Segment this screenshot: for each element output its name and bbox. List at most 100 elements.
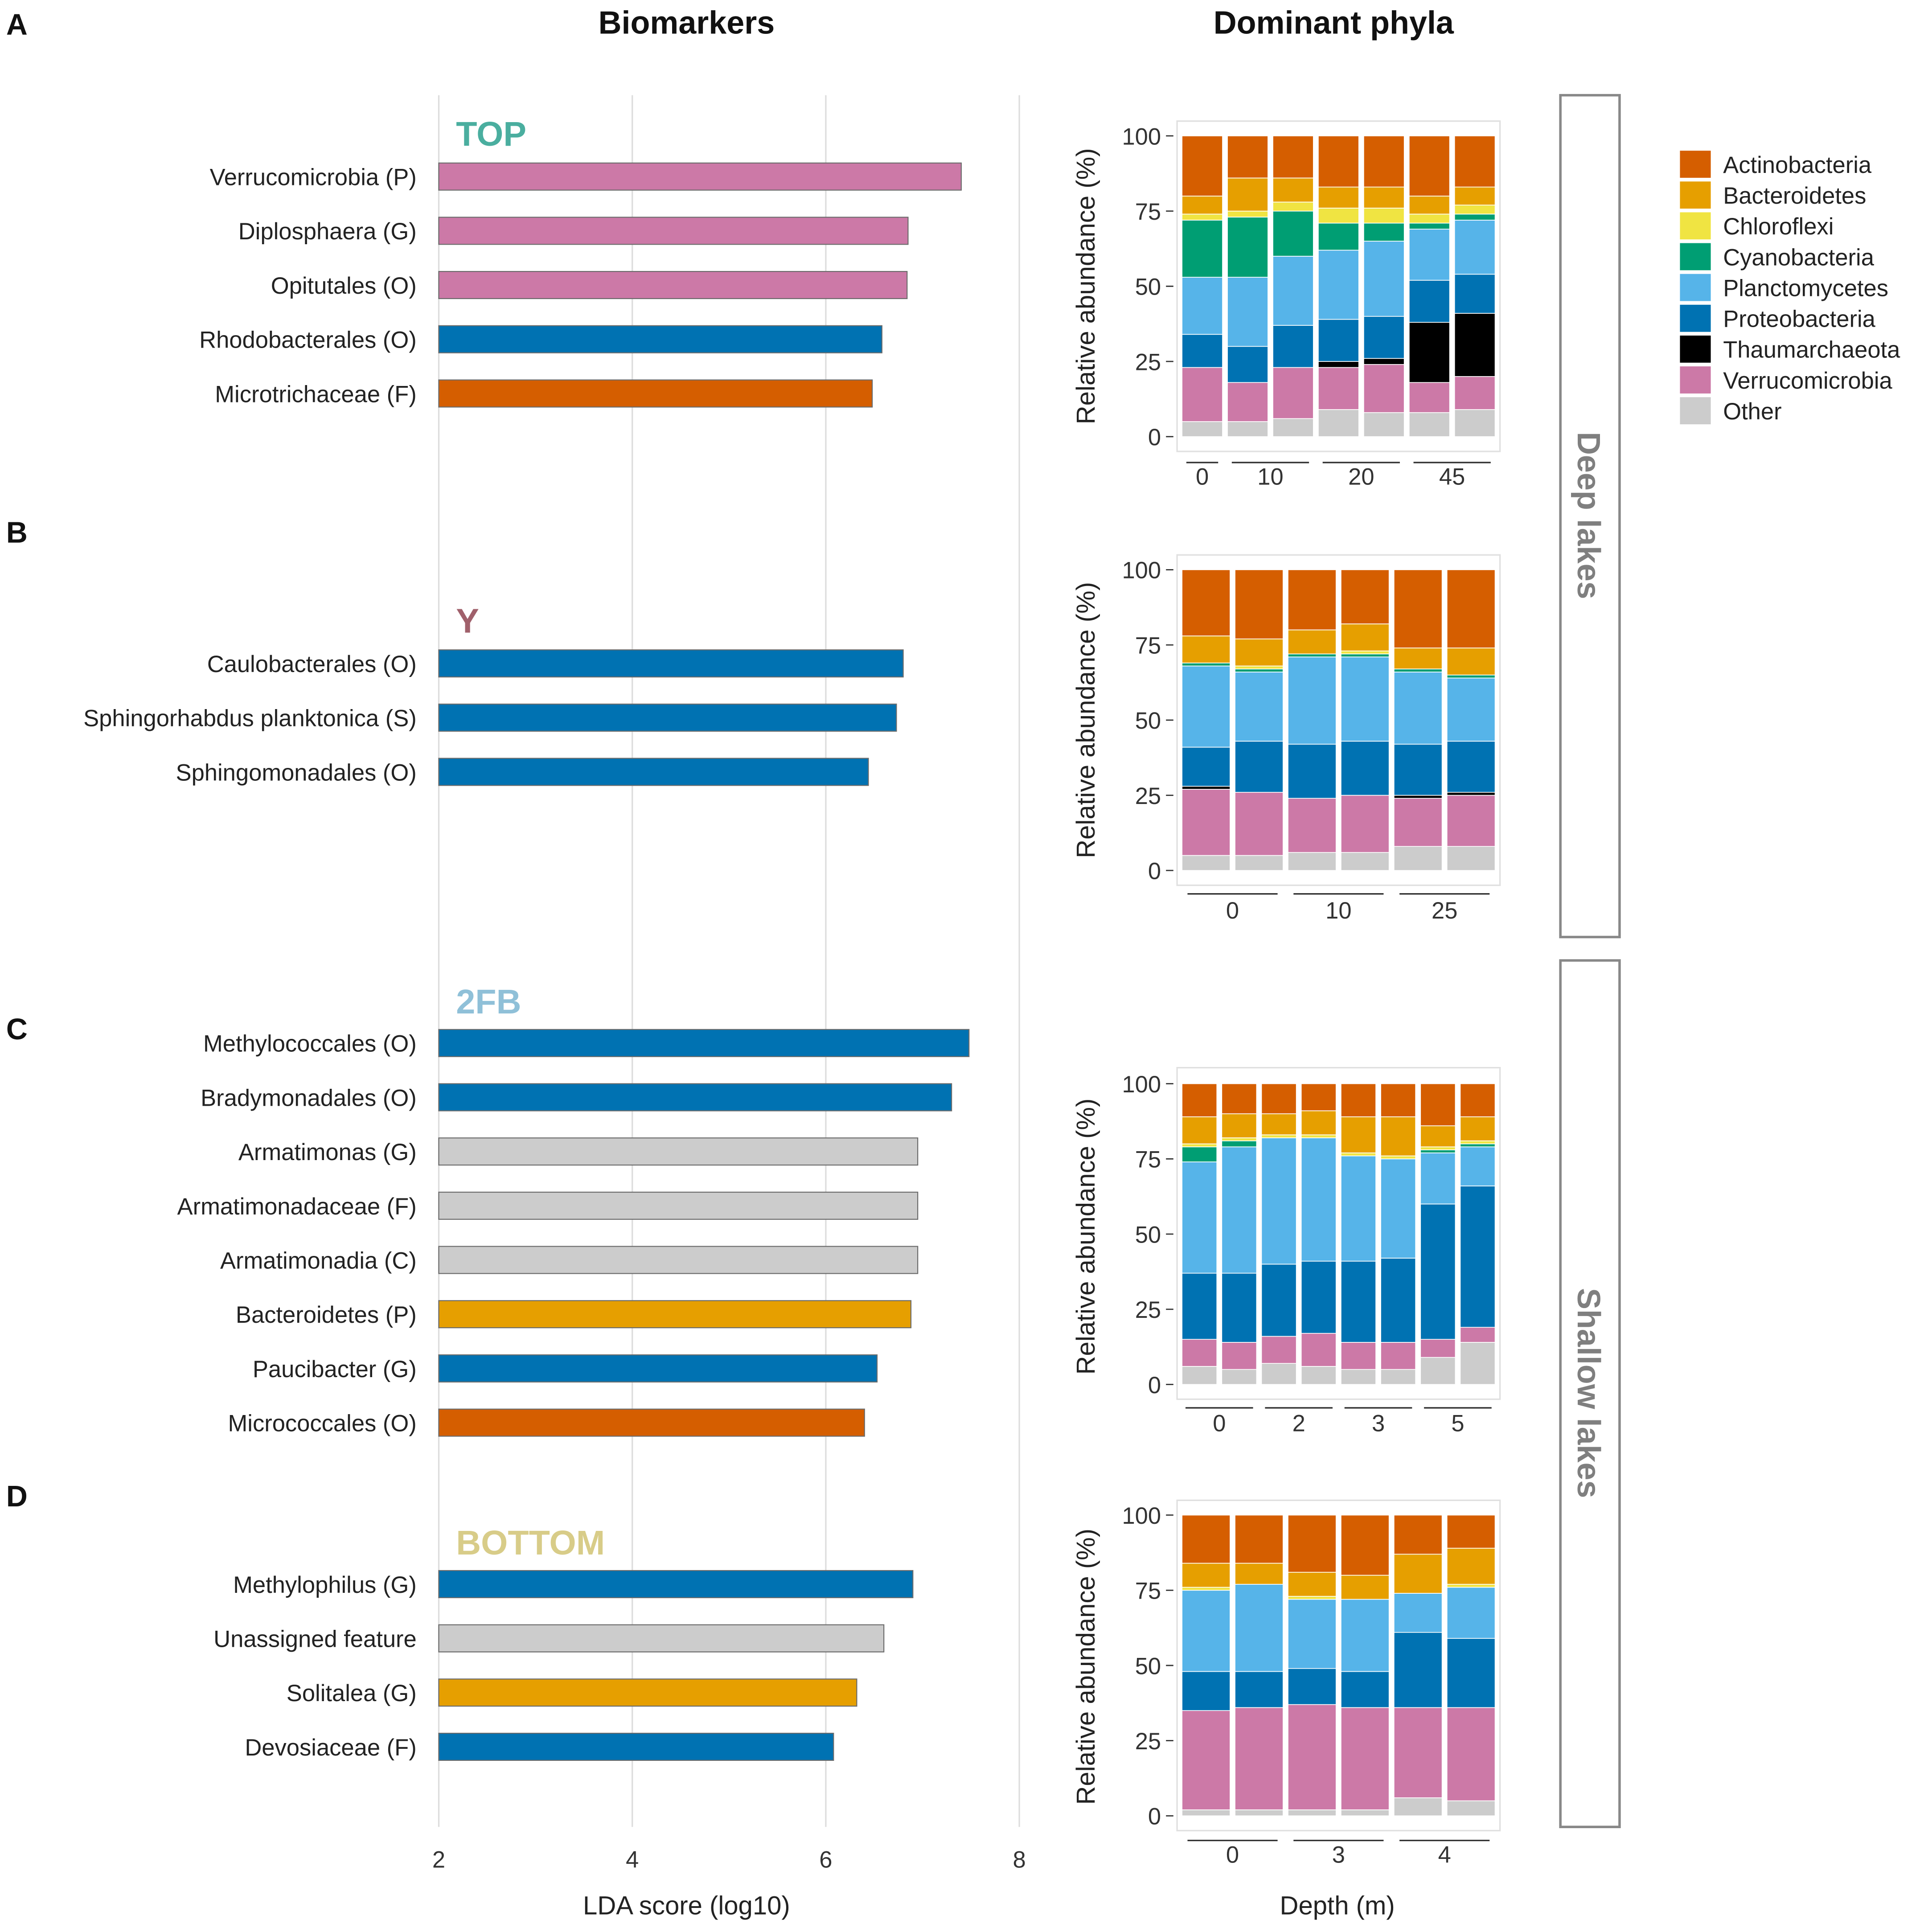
stacked-segment-bacteroidetes (1460, 1116, 1496, 1141)
stacked-segment-planctomycetes (1393, 1593, 1443, 1633)
depth-tick-label: 4 (1438, 1842, 1451, 1868)
stacked-segment-other (1288, 1809, 1337, 1817)
stacked-segment-verrucomicrobia (1318, 367, 1359, 410)
depth-tick-label: 10 (1257, 464, 1283, 490)
stacked-segment-planctomycetes (1235, 1583, 1284, 1672)
legend-label-other: Other (1723, 398, 1781, 425)
stacked-segment-planctomycetes (1446, 677, 1496, 742)
stacked-segment-actinobacteria (1420, 1083, 1456, 1126)
stacked-segment-bacteroidetes (1235, 638, 1284, 667)
phyla-y-tick-label: 50 (1135, 1222, 1161, 1248)
stacked-segment-actinobacteria (1408, 135, 1450, 197)
stacked-segment-planctomycetes (1318, 250, 1359, 320)
stacked-segment-verrucomicrobia (1288, 798, 1337, 853)
stacked-segment-verrucomicrobia (1393, 1707, 1443, 1798)
lda-x-tick-label: 4 (626, 1846, 639, 1873)
stacked-segment-other (1341, 852, 1390, 871)
biomarkers-heading: Biomarkers (599, 5, 775, 41)
lda-bar-label: Sphingorhabdus planktonica (S) (83, 706, 417, 732)
lda-bar (438, 649, 904, 678)
stacked-segment-verrucomicrobia (1408, 382, 1450, 413)
stacked-segment-cyanobacteria (1341, 653, 1390, 657)
phyla-y-tick-label: 0 (1148, 1372, 1161, 1399)
stacked-segment-other (1341, 1369, 1376, 1385)
lda-bar-label: Devosiaceae (F) (245, 1735, 416, 1761)
stacked-segment-bacteroidetes (1181, 1116, 1218, 1144)
lda-bar (438, 1246, 919, 1274)
stacked-segment-planctomycetes (1181, 1590, 1231, 1672)
stacked-segment-verrucomicrobia (1393, 798, 1443, 847)
stacked-segment-bacteroidetes (1454, 186, 1496, 205)
stacked-segment-planctomycetes (1460, 1146, 1496, 1186)
stacked-segment-actinobacteria (1446, 1514, 1496, 1549)
stacked-segment-actinobacteria (1235, 1514, 1284, 1564)
phyla-panel-c: 0 25 50 75 100 Relative abundance (%) 0 2 3 5 (1071, 1066, 1501, 1436)
stacked-segment-bacteroidetes (1446, 647, 1496, 676)
lda-x-tick-label: 8 (1013, 1846, 1026, 1873)
stacked-segment-cyanobacteria (1221, 1140, 1257, 1148)
stacked-segment-proteobacteria (1181, 1671, 1231, 1711)
stacked-segment-bacteroidetes (1341, 623, 1390, 652)
stacked-segment-cyanobacteria (1420, 1149, 1456, 1153)
stacked-segment-chloroflexi (1227, 210, 1268, 217)
deep-lakes-strip: Deep lakes (1559, 94, 1621, 939)
stacked-segment-verrucomicrobia (1454, 376, 1496, 410)
phyla-panel-a: 0 25 50 75 100 Relative abundance (%) 0 10 20 45 (1071, 120, 1501, 490)
stacked-segment-proteobacteria (1408, 279, 1450, 323)
stacked-segment-planctomycetes (1181, 665, 1231, 748)
legend-swatch-thaumarchaeota (1680, 335, 1711, 363)
lda-bar (438, 1624, 885, 1653)
lda-bar (438, 271, 908, 299)
stacked-segment-chloroflexi (1380, 1155, 1416, 1160)
stacked-segment-cyanobacteria (1318, 222, 1359, 251)
stacked-segment-planctomycetes (1227, 277, 1268, 347)
lda-bar-label: Opitutales (O) (271, 273, 417, 299)
stacked-segment-other (1420, 1357, 1456, 1385)
legend-swatch-actinobacteria (1680, 151, 1711, 178)
stacked-segment-actinobacteria (1181, 135, 1223, 197)
stacked-segment-verrucomicrobia (1181, 1339, 1218, 1367)
lda-group-label: Y (456, 602, 479, 640)
stacked-segment-verrucomicrobia (1446, 1707, 1496, 1801)
stacked-segment-actinobacteria (1235, 569, 1284, 640)
stacked-segment-other (1261, 1363, 1297, 1385)
stacked-segment-chloroflexi (1318, 208, 1359, 224)
depth-axis-title: Depth (m) (1280, 1891, 1395, 1920)
stacked-segment-proteobacteria (1181, 1272, 1218, 1340)
stacked-segment-chloroflexi (1341, 1152, 1376, 1157)
depth-tick-label: 3 (1332, 1842, 1345, 1868)
legend-swatch-other (1680, 397, 1711, 425)
stacked-segment-bacteroidetes (1272, 177, 1314, 203)
shallow-lakes-strip-label: Shallow lakes (1571, 1288, 1606, 1498)
stacked-segment-proteobacteria (1420, 1203, 1456, 1340)
stacked-segment-proteobacteria (1393, 743, 1443, 796)
stacked-segment-actinobacteria (1363, 135, 1405, 188)
panel-label-d: D (6, 1480, 28, 1513)
stacked-segment-planctomycetes (1272, 255, 1314, 326)
stacked-segment-verrucomicrobia (1181, 789, 1231, 856)
lda-bar-label: Diplosphaera (G) (238, 218, 417, 245)
stacked-segment-verrucomicrobia (1341, 1707, 1390, 1810)
stacked-segment-other (1235, 855, 1284, 871)
legend-swatch-cyanobacteria (1680, 243, 1711, 271)
phyla-y-tick-label: 0 (1148, 1804, 1161, 1830)
lda-bar (438, 703, 897, 732)
depth-tick-label: 25 (1432, 898, 1457, 924)
lda-bar-label: Bradymonadales (O) (201, 1085, 417, 1111)
panel-label-c: C (6, 1013, 28, 1046)
phyla-y-tick-label: 75 (1135, 1578, 1161, 1604)
stacked-segment-planctomycetes (1235, 671, 1284, 742)
depth-tick-label: 0 (1226, 898, 1239, 924)
stacked-segment-cyanobacteria (1446, 674, 1496, 679)
stacked-segment-verrucomicrobia (1380, 1342, 1416, 1370)
stacked-segment-bacteroidetes (1446, 1547, 1496, 1585)
stacked-segment-bacteroidetes (1181, 636, 1231, 664)
stacked-segment-bacteroidetes (1221, 1113, 1257, 1138)
stacked-segment-chloroflexi (1408, 213, 1450, 224)
phyla-y-tick-label: 25 (1135, 1297, 1161, 1323)
stacked-segment-actinobacteria (1288, 569, 1337, 631)
phyla-y-tick-label: 50 (1135, 708, 1161, 734)
stacked-segment-cyanobacteria (1272, 210, 1314, 257)
